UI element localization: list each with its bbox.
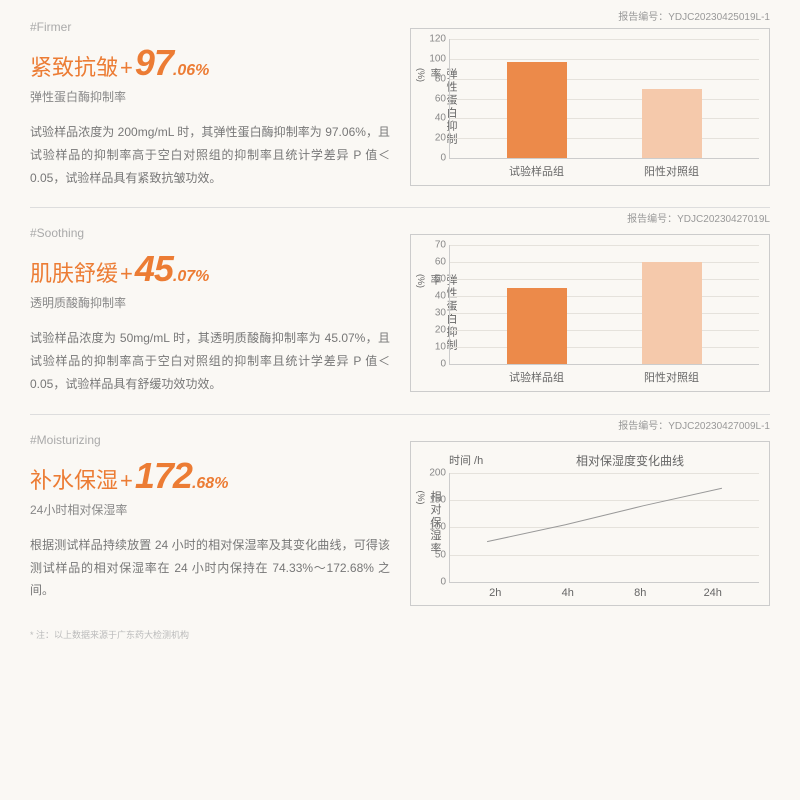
x-label: 2h [459,587,532,599]
x-label: 阳性对照组 [642,369,702,385]
y-tick: 20 [422,133,446,144]
headline-number: 172 [135,455,192,497]
section-1: #Soothing 肌肤舒缓+45.07% 透明质酸酶抑制率试验样品浓度为 50mg… [30,226,770,414]
headline-text: 补水保湿 [30,463,118,495]
y-tick: 10 [422,342,446,353]
time-label: 时间 /h [449,452,483,468]
y-tick: 50 [422,274,446,285]
chart-title: 相对保湿度变化曲线 [501,452,759,469]
tag: #Soothing [30,226,390,240]
section-left: #Firmer 紧致抗皱+97.06% 弹性蛋白酶抑制率试验样品浓度为 200mg/… [30,20,390,189]
body-text: 试验样品浓度为 50mg/mL 时，其透明质酸酶抑制率为 45.07%，且试验样… [30,327,390,395]
section-right: 报告编号：YDJC20230427009L-1相对保湿率(%)时间 /h相对保湿… [410,433,770,606]
bar-1 [642,262,702,364]
section-0: #Firmer 紧致抗皱+97.06% 弹性蛋白酶抑制率试验样品浓度为 200mg/… [30,20,770,208]
y-tick: 40 [422,113,446,124]
body-text: 试验样品浓度为 200mg/mL 时，其弹性蛋白酶抑制率为 97.06%，且试验… [30,121,390,189]
y-tick: 120 [422,34,446,45]
line-curve [450,473,759,582]
tag: #Moisturizing [30,433,390,447]
y-tick: 60 [422,257,446,268]
subtitle: 24小时相对保湿率 [30,501,390,518]
subtitle: 透明质酸酶抑制率 [30,294,390,311]
report-number: 报告编号：YDJC20230425019L-1 [618,8,770,23]
x-label: 8h [604,587,677,599]
section-left: #Moisturizing 补水保湿+172.68% 24小时相对保湿率根据测试样品… [30,433,390,606]
tag: #Firmer [30,20,390,34]
headline: 肌肤舒缓+45.07% [30,248,390,290]
y-tick: 200 [422,467,446,478]
section-right: 报告编号：YDJC20230425019L-1弹性蛋白抑制率(%)0204060… [410,20,770,189]
y-tick: 0 [422,359,446,370]
headline-decimal: .06% [173,62,209,80]
x-label: 试验样品组 [507,163,567,179]
y-tick: 0 [422,153,446,164]
y-tick: 40 [422,291,446,302]
plus-icon: + [120,468,133,494]
x-label: 24h [677,587,750,599]
subtitle: 弹性蛋白酶抑制率 [30,88,390,105]
bar-0 [507,288,567,365]
headline-decimal: .68% [192,475,228,493]
y-tick: 100 [422,53,446,64]
section-2: #Moisturizing 补水保湿+172.68% 24小时相对保湿率根据测试样品… [30,433,770,624]
footnote: * 注：以上数据来源于广东药大检测机构 [30,628,770,641]
y-tick: 100 [422,522,446,533]
headline: 紧致抗皱+97.06% [30,42,390,84]
y-tick: 20 [422,325,446,336]
headline-number: 45 [135,248,173,290]
bar-0 [507,62,567,158]
y-tick: 50 [422,549,446,560]
headline-text: 紧致抗皱 [30,50,118,82]
chart: 弹性蛋白抑制率(%)020406080100120试验样品组阳性对照组 [410,28,770,186]
x-label: 试验样品组 [507,369,567,385]
y-tick: 80 [422,73,446,84]
report-number: 报告编号：YDJC20230427009L-1 [618,417,770,432]
x-label: 阳性对照组 [642,163,702,179]
section-left: #Soothing 肌肤舒缓+45.07% 透明质酸酶抑制率试验样品浓度为 50mg… [30,226,390,395]
headline-text: 肌肤舒缓 [30,256,118,288]
y-tick: 30 [422,308,446,319]
section-right: 报告编号：YDJC20230427019L弹性蛋白抑制率(%)010203040… [410,226,770,395]
body-text: 根据测试样品持续放置 24 小时的相对保湿率及其变化曲线，可得该测试样品的相对保… [30,534,390,602]
chart: 相对保湿率(%)时间 /h相对保湿度变化曲线0501001502002h4h8h… [410,441,770,606]
bar-1 [642,89,702,158]
chart: 弹性蛋白抑制率(%)010203040506070试验样品组阳性对照组 [410,234,770,392]
plus-icon: + [120,55,133,81]
headline-decimal: .07% [173,268,209,286]
headline-number: 97 [135,42,173,84]
report-number: 报告编号：YDJC20230427019L [627,210,770,225]
y-tick: 150 [422,495,446,506]
x-label: 4h [532,587,605,599]
plus-icon: + [120,261,133,287]
y-tick: 0 [422,576,446,587]
y-tick: 60 [422,93,446,104]
headline: 补水保湿+172.68% [30,455,390,497]
y-tick: 70 [422,240,446,251]
